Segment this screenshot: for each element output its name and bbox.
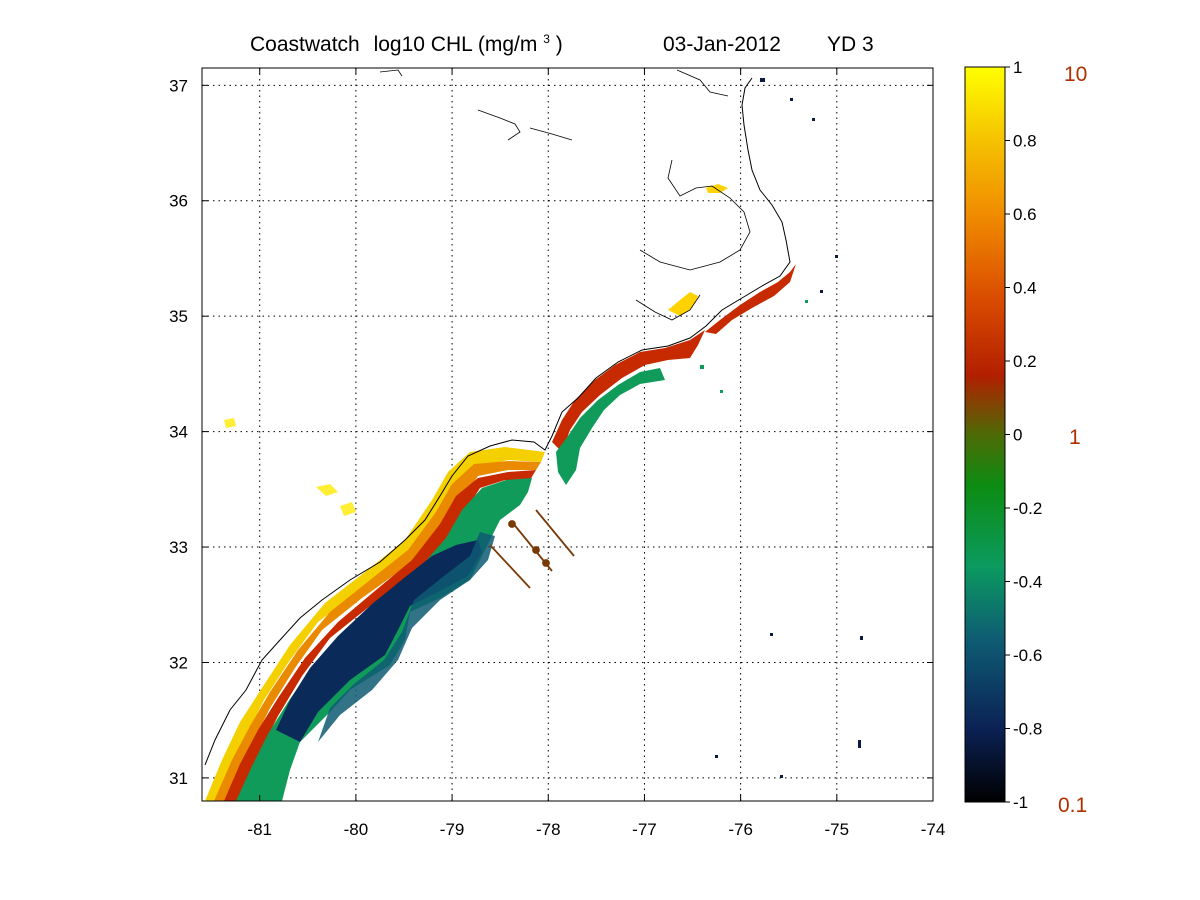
chl-inland-lakes-yellow — [224, 418, 356, 516]
title-yearday: YD 3 — [827, 33, 874, 56]
colorbar-tick-label: -0.2 — [1013, 499, 1042, 518]
colorbar-tick-label: 0.6 — [1013, 205, 1037, 224]
y-tick-label: 35 — [169, 307, 188, 326]
title-unit-close: ) — [556, 33, 563, 56]
colorbar-tick-label: -1 — [1013, 793, 1028, 812]
x-tick-label: -76 — [728, 820, 753, 839]
title-date: 03-Jan-2012 — [663, 33, 781, 56]
colorbar-tick-label: 1 — [1013, 58, 1022, 77]
x-tick-label: -81 — [247, 820, 272, 839]
chl-capefear-green-patches — [556, 368, 665, 485]
title-variable: log10 CHL (mg/m — [374, 33, 538, 56]
colorbar-right-label-bottom: 0.1 — [1058, 794, 1087, 817]
colorbar-tick-label: -0.6 — [1013, 646, 1042, 665]
title-product: Coastwatch — [250, 33, 360, 56]
chlorophyll-field — [204, 69, 863, 801]
y-tick-label: 31 — [169, 769, 188, 788]
chl-teal-offshore — [318, 532, 495, 742]
x-tick-label: -79 — [440, 820, 465, 839]
svg-text:Coastwatch log10 CHL (m: Coastwatch log10 CHL (mg/m 3 ) — [250, 25, 563, 56]
colorbar-tick-label: 0.4 — [1013, 279, 1037, 298]
colorbar-tick-label: 0 — [1013, 426, 1022, 445]
x-tick-label: -74 — [921, 820, 946, 839]
x-tick-label: -80 — [344, 820, 369, 839]
chl-pamlico-yellow — [668, 292, 698, 316]
y-tick-label: 34 — [169, 423, 188, 442]
chl-scattered-pixels — [700, 78, 863, 778]
latitude-axis: 37 36 35 34 33 32 31 — [169, 76, 933, 788]
colorbar-tick-label: 0.8 — [1013, 132, 1037, 151]
chl-outer-banks-red — [705, 264, 796, 334]
coastline — [204, 77, 791, 766]
colorbar-tick-label: -0.8 — [1013, 720, 1042, 739]
colorbar-tick-label: 0.2 — [1013, 352, 1037, 371]
sound-outline — [379, 69, 751, 321]
longitude-axis: -81 -80 -79 -78 -77 -76 -75 -74 — [247, 68, 945, 839]
x-tick-label: -75 — [825, 820, 850, 839]
x-tick-label: -77 — [632, 820, 657, 839]
map-frame — [201, 67, 934, 802]
y-tick-label: 36 — [169, 192, 188, 211]
map-title: Coastwatch log10 CHL (mg/m 3 ) 03-Jan-20… — [250, 25, 874, 56]
colorbar-tick-label: -0.4 — [1013, 573, 1042, 592]
y-tick-label: 37 — [169, 76, 188, 95]
map-panel: -81 -80 -79 -78 -77 -76 -75 -74 37 36 35 34 33 32 31 — [169, 67, 945, 839]
colorbar-scale — [964, 66, 1006, 803]
glider-tracks — [489, 509, 575, 589]
y-tick-label: 33 — [169, 538, 188, 557]
title-unit-superscript: 3 — [543, 32, 550, 46]
colorbar: 1 0.8 0.6 0.4 0.2 0 -0.2 -0.4 -0.6 -0.8 -1 10 1 0.… — [964, 58, 1087, 817]
x-tick-label: -78 — [536, 820, 561, 839]
chl-capefear-lookout-band — [552, 330, 705, 452]
y-tick-label: 32 — [169, 653, 188, 672]
colorbar-right-label-mid: 1 — [1069, 426, 1081, 449]
colorbar-ticks: 1 0.8 0.6 0.4 0.2 0 -0.2 -0.4 -0.6 -0.8 -1 — [1005, 58, 1042, 812]
colorbar-right-label-top: 10 — [1064, 63, 1087, 86]
